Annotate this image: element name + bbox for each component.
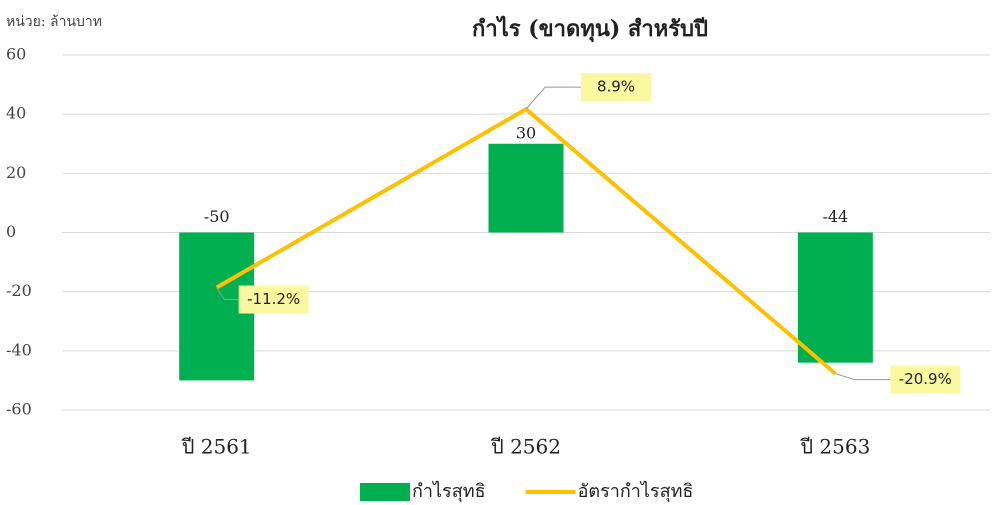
bar-value-label: -50 — [204, 207, 230, 226]
value-label-box — [890, 365, 961, 394]
bar — [797, 232, 873, 363]
y-tick-label: 20 — [6, 163, 26, 182]
bar-value-label: 30 — [516, 123, 536, 142]
x-tick-label: ปี 2563 — [800, 435, 870, 459]
line-value-label: -11.2% — [247, 290, 300, 308]
chart-title: กำไร (ขาดทุน) สำหรับปี — [472, 15, 708, 43]
y-tick-label: -20 — [6, 281, 32, 300]
leader-line — [216, 287, 239, 301]
y-tick-label: 0 — [6, 222, 16, 241]
unit-label: หน่วย: ล้านบาท — [6, 14, 102, 30]
y-tick-label: 60 — [6, 45, 26, 64]
value-label-box — [581, 73, 651, 102]
line-value-label: 8.9% — [597, 78, 635, 96]
bar — [488, 143, 564, 233]
leader-line — [525, 86, 581, 110]
legend-swatch — [360, 483, 410, 501]
y-tick-label: 40 — [6, 104, 26, 123]
y-tick-label: -60 — [6, 400, 32, 419]
bar-value-label: -44 — [822, 207, 848, 226]
x-tick-label: ปี 2562 — [491, 435, 561, 459]
value-label-box — [238, 285, 309, 314]
leader-line — [835, 373, 891, 381]
legend-label: อัตรากำไรสุทธิ — [578, 480, 694, 502]
x-tick-label: ปี 2561 — [181, 435, 251, 459]
y-tick-label: -40 — [6, 340, 32, 359]
legend-label: กำไรสุทธิ — [412, 480, 486, 502]
line-value-label: -20.9% — [899, 370, 952, 388]
